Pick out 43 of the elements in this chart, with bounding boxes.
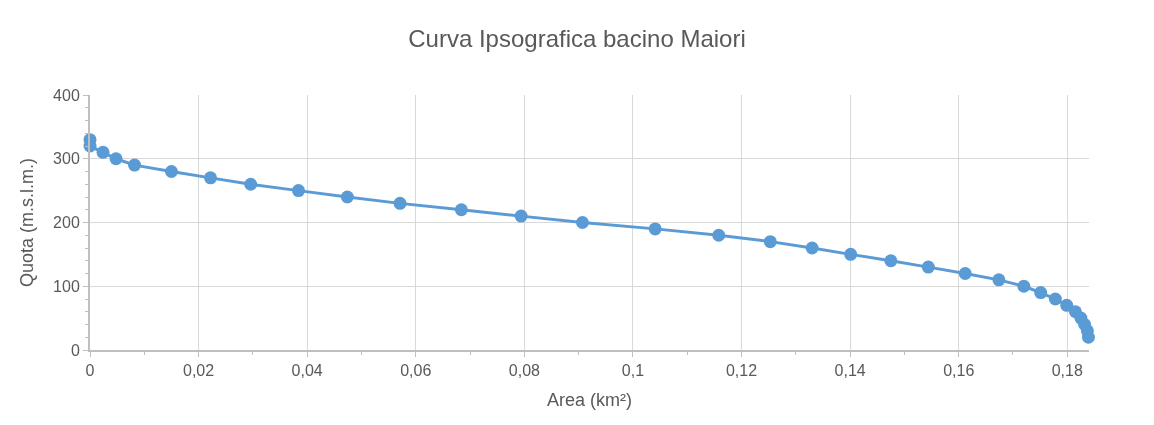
x-tick-label: 0 [85,362,95,380]
x-axis-title: Area (km²) [547,389,632,410]
point [1060,298,1074,312]
point [992,273,1006,287]
point [921,260,935,274]
y-tick-label: 400 [53,86,80,104]
point [292,184,305,198]
y-tick-label: 200 [53,214,80,232]
point [109,152,123,166]
point [1034,286,1048,300]
y-axis-title: Quota (m.s.l.m.) [16,157,37,288]
point [96,145,110,159]
chart-title: Curva Ipsografica bacino Maiori [408,24,746,52]
point [648,222,662,236]
y-tick-label: 100 [53,277,80,295]
point [454,203,468,217]
point [204,171,218,185]
point [340,190,354,204]
point [805,241,819,255]
point [844,247,858,261]
point [884,254,898,268]
y-tick-label: 300 [53,150,80,168]
point [575,216,589,229]
x-tick-label: 0,06 [400,362,432,380]
point [1017,279,1031,293]
x-tick-label: 0,08 [508,362,541,380]
x-tick-label: 0,1 [621,362,645,380]
point [1048,292,1062,306]
x-tick-label: 0,14 [834,362,866,380]
point [958,267,972,280]
x-tick-label: 0,16 [943,362,975,380]
point [514,209,528,223]
point [712,228,726,242]
x-tick-label: 0,18 [1051,362,1083,380]
point [763,235,777,249]
x-tick-label: 0,12 [725,362,758,380]
x-tick-label: 0,02 [183,362,215,380]
point [393,196,407,210]
point [244,177,258,191]
point [164,165,178,178]
y-tick-label: 0 [70,341,80,359]
point [128,158,142,172]
x-tick-label: 0,04 [291,362,323,380]
